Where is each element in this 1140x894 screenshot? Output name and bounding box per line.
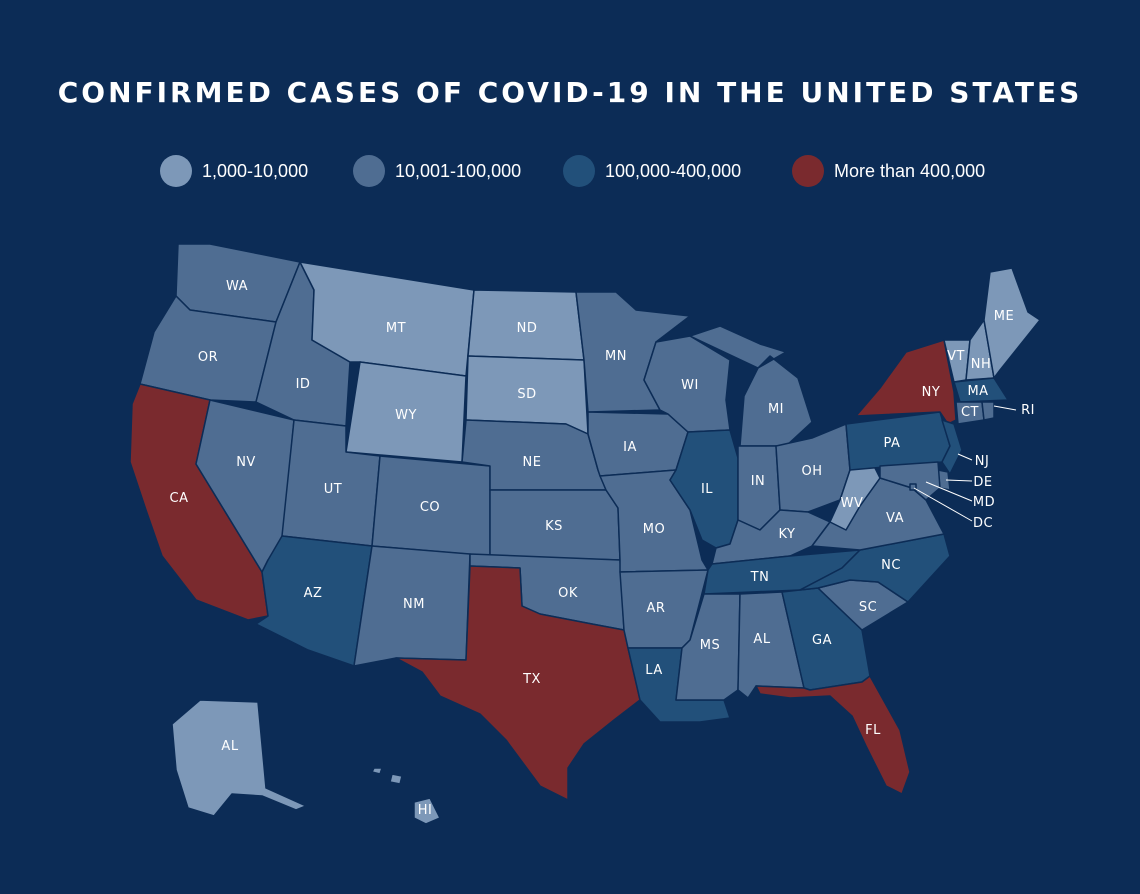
label-nh: NH — [971, 357, 992, 372]
label-md: MD — [973, 495, 995, 510]
legend-item-2: 10,001-100,000 — [353, 154, 521, 188]
state-ma[interactable] — [953, 377, 1009, 403]
label-mo: MO — [643, 522, 665, 537]
state-nj[interactable] — [941, 419, 963, 475]
state-or[interactable] — [139, 295, 277, 403]
label-ne: NE — [523, 455, 542, 470]
label-id: ID — [296, 377, 311, 392]
state-tx[interactable] — [395, 565, 641, 801]
label-ri: RI — [1021, 403, 1035, 418]
label-nm: NM — [403, 597, 425, 612]
label-oh: OH — [801, 464, 822, 479]
label-ak: AL — [221, 739, 238, 754]
label-ia: IA — [623, 440, 637, 455]
state-ny[interactable] — [855, 339, 957, 425]
map-title: CONFIRMED CASES OF COVID-19 IN THE UNITE… — [57, 76, 1083, 109]
state-ia[interactable] — [587, 411, 689, 477]
label-in: IN — [751, 474, 766, 489]
label-ms: MS — [700, 638, 720, 653]
label-sd: SD — [517, 387, 536, 402]
label-wi: WI — [681, 378, 699, 393]
label-ma: MA — [967, 384, 988, 399]
label-dc: DC — [973, 516, 993, 531]
label-ky: KY — [778, 527, 795, 542]
label-nj: NJ — [975, 454, 990, 469]
label-nv: NV — [236, 455, 256, 470]
state-hi[interactable] — [413, 797, 441, 825]
label-ut: UT — [324, 482, 342, 497]
label-de: DE — [973, 475, 992, 490]
state-ak[interactable] — [171, 699, 307, 817]
label-tx: TX — [522, 672, 541, 687]
legend-swatch-4 — [792, 155, 824, 187]
legend-label-4: More than 400,000 — [834, 160, 986, 181]
state-me[interactable] — [983, 267, 1041, 379]
label-ar: AR — [647, 601, 666, 616]
label-wv: WV — [841, 496, 864, 511]
label-wa: WA — [226, 279, 248, 294]
label-ks: KS — [545, 519, 563, 534]
label-ca: CA — [170, 491, 189, 506]
legend-swatch-3 — [563, 155, 595, 187]
label-or: OR — [198, 350, 218, 365]
label-nc: NC — [881, 558, 901, 573]
legend-item-1: 1,000-10,000 — [160, 154, 308, 188]
legend-swatch-1 — [160, 155, 192, 187]
label-al: AL — [753, 632, 770, 647]
label-mi: MI — [768, 402, 784, 417]
legend-item-3: 100,000-400,000 — [563, 154, 741, 188]
state-ms[interactable] — [675, 593, 741, 701]
state-hi-islands — [371, 767, 403, 785]
state-nc[interactable] — [799, 533, 951, 603]
state-labels: WA OR CA NV ID MT WY UT AZ CO NM ND SD N… — [170, 279, 1035, 818]
label-ok: OK — [558, 586, 578, 601]
legend-swatch-2 — [353, 155, 385, 187]
state-ri[interactable] — [981, 401, 995, 421]
label-mt: MT — [386, 321, 406, 336]
label-ny: NY — [922, 385, 941, 400]
state-fl[interactable] — [755, 675, 911, 795]
legend-label-1: 1,000-10,000 — [202, 160, 309, 181]
label-co: CO — [420, 500, 440, 515]
legend-label-3: 100,000-400,000 — [605, 160, 742, 181]
label-la: LA — [645, 663, 662, 678]
legend-item-4: More than 400,000 — [792, 154, 985, 188]
label-vt: VT — [947, 349, 965, 364]
label-me: ME — [994, 309, 1014, 324]
label-pa: PA — [884, 436, 901, 451]
label-il: IL — [701, 482, 713, 497]
label-fl: FL — [865, 723, 881, 738]
state-md[interactable] — [879, 461, 941, 501]
label-mn: MN — [605, 349, 627, 364]
label-ga: GA — [812, 633, 832, 648]
legend-label-2: 10,001-100,000 — [395, 160, 522, 181]
label-hi: HI — [418, 803, 433, 818]
label-az: AZ — [304, 586, 323, 601]
label-sc: SC — [859, 600, 877, 615]
label-wy: WY — [395, 408, 417, 423]
label-tn: TN — [750, 570, 770, 585]
label-ct: CT — [961, 405, 979, 420]
label-va: VA — [886, 511, 904, 526]
state-az[interactable] — [255, 535, 373, 667]
label-nd: ND — [517, 321, 538, 336]
